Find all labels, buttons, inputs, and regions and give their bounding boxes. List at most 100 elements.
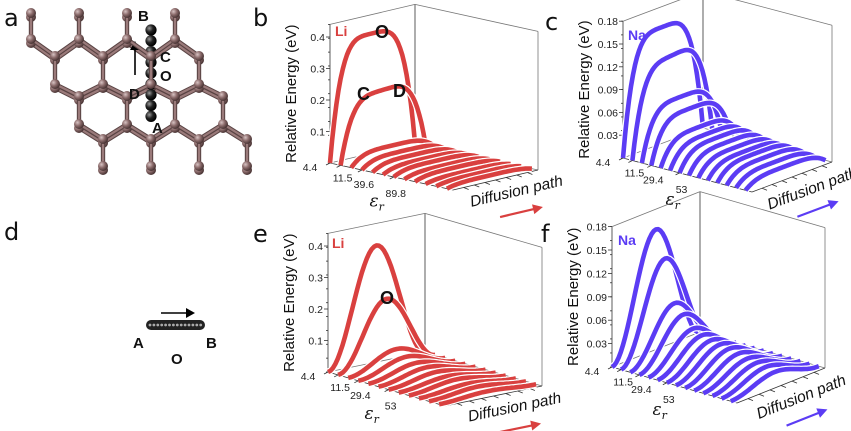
ion-path-atom [199,323,203,327]
x-axis-subscript: r [662,409,668,422]
x-axis-label: εr [370,192,385,214]
carbon-atom [98,134,108,144]
diffusion-tick [801,172,808,176]
ion-label: Na [618,232,636,248]
x-tick [354,380,359,384]
energy-curve [734,151,818,190]
y-tick-label: 0.06 [587,315,608,327]
y-tick-label: 0.09 [587,292,608,304]
ion-path-atom [145,110,157,122]
chart-f: 0.03 0.06 0.09 0.12 0.15 0.18 4.4 11.529.4 53 Rel… [565,191,849,427]
diffusion-arrow [499,423,536,431]
x-tick [336,164,341,168]
carbon-atom [194,51,204,61]
y-tick-label: 0.2 [310,95,325,107]
back-wall-top [699,191,826,228]
x-tick [333,374,339,378]
x-axis-label: εr [653,400,668,422]
diffusion-tick [781,180,788,184]
ion-path-atom [156,323,160,327]
carbon-atom [242,161,252,171]
diffusion-tick [516,174,522,178]
carbon-atom [146,51,156,61]
x-tick [607,366,613,370]
y-tick-label: 0.15 [587,245,608,257]
site-annotation: C [357,84,370,104]
carbon-atom [74,119,84,129]
ion-path-atom [183,323,187,327]
x-tick [357,169,363,173]
energy-curve [381,150,469,177]
carbon-atom [170,8,180,18]
energy-curve [438,382,537,407]
diffusion-tick [456,403,463,406]
energy-curve [743,155,827,192]
diffusion-tick [802,376,809,380]
chart-e: 0.1 0.2 0.3 0.4 4.4 11.529.4 53 Relative Energy… [281,213,563,431]
diffusion-tick [780,385,787,388]
y-tick-label: 0.09 [598,85,619,97]
carbon-atom [74,91,84,101]
site-label-O: O [160,68,172,85]
left-wall-top [327,213,426,234]
panel-label-e: e [253,220,268,248]
energy-curve [392,152,480,179]
x-axis-symbol: ε [666,190,675,210]
diffusion-arrow [797,202,834,218]
panel-label-f: f [541,220,550,248]
site-label-D: D [129,86,140,103]
x-tick [618,157,624,161]
carbon-atom [146,134,156,144]
panel-label-b: b [253,4,268,32]
x-axis-symbol: ε [365,404,374,424]
carbon-atom [74,8,84,18]
carbon-atom [122,8,132,18]
carbon-atom [50,79,60,89]
x-tick-label: 4.4 [585,366,600,378]
carbon-atom [170,91,180,101]
y-tick-label: 0.2 [308,304,323,316]
x-axis-subscript: r [374,413,380,426]
carbon-atom [98,79,108,89]
energy-curve [445,166,533,191]
ion-path-atom [145,24,157,36]
ion-path-atom [175,323,179,327]
carbon-atom [146,79,156,89]
x-tick-label: 53 [663,394,675,406]
diffusion-tick [769,389,776,393]
x-axis-label: εr [365,404,380,426]
site-label-B: B [138,8,149,25]
site-annotation: O [380,288,394,308]
carbon-atom [122,119,132,129]
x-tick [628,160,633,163]
ion-path-atom [191,323,195,327]
diffusion-tick [481,398,487,401]
x-axis-subscript: r [379,201,385,214]
energy-curve [435,163,522,189]
energy-curve [658,118,743,169]
carbon-atom [194,79,204,89]
y-tick-label: 0.18 [598,16,619,28]
diffusion-tick [495,179,501,183]
back-wall-top [424,213,543,248]
left-wall-top [329,4,416,25]
x-tick [384,389,389,392]
ion-label: Li [335,23,347,39]
x-tick [662,382,667,386]
back-wall-top [414,4,539,32]
carbon-atom [170,119,180,129]
ion-label: Li [332,235,344,251]
ion-path-atom [172,323,175,327]
carbon-atom [26,34,36,44]
diffusion-tick [474,184,480,188]
site-annotation: O [375,22,389,42]
diffusion-arrow [786,410,823,427]
x-tick [635,374,640,378]
y-tick-label: 0.12 [598,62,619,74]
ion-path-atom [145,35,157,47]
site-label-C: C [160,49,171,66]
carbon-atom [194,134,204,144]
carbon-atom [122,34,132,44]
ion-path-atom [152,323,156,327]
x-tick [675,172,680,176]
